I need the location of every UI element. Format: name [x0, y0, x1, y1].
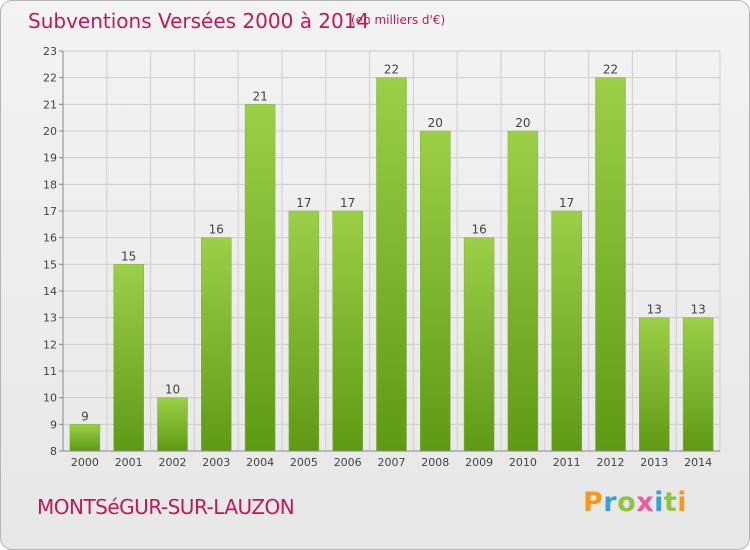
- y-tick-label: 12: [43, 338, 57, 351]
- x-tick-label: 2010: [509, 456, 537, 469]
- data-label: 17: [296, 196, 311, 210]
- x-tick-label: 2007: [378, 456, 406, 469]
- bar: [157, 397, 188, 452]
- y-tick-label: 8: [50, 445, 57, 458]
- y-tick-label: 20: [43, 125, 57, 138]
- chart-title: Subventions Versées 2000 à 2014: [28, 9, 370, 33]
- bar: [376, 77, 407, 452]
- x-tick-label: 2003: [202, 456, 230, 469]
- x-tick-label: 2002: [159, 456, 187, 469]
- y-tick-label: 13: [43, 312, 57, 325]
- bar: [201, 237, 232, 452]
- bar: [639, 317, 670, 452]
- bar: [113, 264, 144, 452]
- data-label: 16: [471, 223, 486, 237]
- x-tick-label: 2014: [684, 456, 712, 469]
- y-tick-label: 11: [43, 365, 57, 378]
- y-tick-label: 10: [43, 392, 57, 405]
- x-tick-label: 2012: [597, 456, 625, 469]
- bar: [595, 77, 626, 452]
- bar: [463, 237, 495, 452]
- y-tick-label: 23: [43, 45, 57, 58]
- bar: [332, 210, 363, 452]
- data-label: 13: [647, 303, 662, 317]
- y-tick-label: 15: [43, 258, 57, 271]
- x-tick-label: 2009: [465, 456, 493, 469]
- y-tick-label: 16: [43, 232, 57, 245]
- y-tick-label: 14: [43, 285, 57, 298]
- y-tick-label: 21: [43, 98, 57, 111]
- bar: [288, 210, 320, 452]
- x-tick-label: 2005: [290, 456, 318, 469]
- data-label: 13: [690, 303, 705, 317]
- x-tick-label: 2001: [115, 456, 143, 469]
- x-tick-label: 2004: [246, 456, 274, 469]
- data-label: 22: [603, 63, 618, 77]
- chart-subtitle: (en milliers d'€): [351, 13, 446, 27]
- data-label: 20: [515, 116, 530, 130]
- data-label: 15: [121, 249, 136, 263]
- bar: [69, 424, 101, 452]
- data-label: 9: [81, 409, 89, 423]
- data-label: 16: [209, 223, 224, 237]
- y-tick-label: 18: [43, 178, 57, 191]
- x-tick-label: 2000: [71, 456, 99, 469]
- data-label: 22: [384, 63, 399, 77]
- x-tick-label: 2011: [553, 456, 581, 469]
- bar: [682, 317, 714, 452]
- y-tick-label: 19: [43, 152, 57, 165]
- y-tick-label: 22: [43, 72, 57, 85]
- y-tick-label: 17: [43, 205, 57, 218]
- bar: [244, 104, 276, 452]
- x-tick-label: 2006: [334, 456, 362, 469]
- commune-name: MONTSéGUR-SUR-LAUZON: [37, 495, 295, 519]
- data-label: 21: [252, 89, 267, 103]
- proxiti-logo: Proxiti: [583, 487, 688, 518]
- x-tick-label: 2013: [640, 456, 668, 469]
- data-label: 20: [428, 116, 443, 130]
- bar: [551, 210, 582, 452]
- data-label: 17: [559, 196, 574, 210]
- x-tick-label: 2008: [421, 456, 449, 469]
- bar: [420, 130, 451, 452]
- data-label: 10: [165, 383, 180, 397]
- bar: [507, 130, 539, 452]
- y-tick-label: 9: [50, 418, 57, 431]
- data-label: 17: [340, 196, 355, 210]
